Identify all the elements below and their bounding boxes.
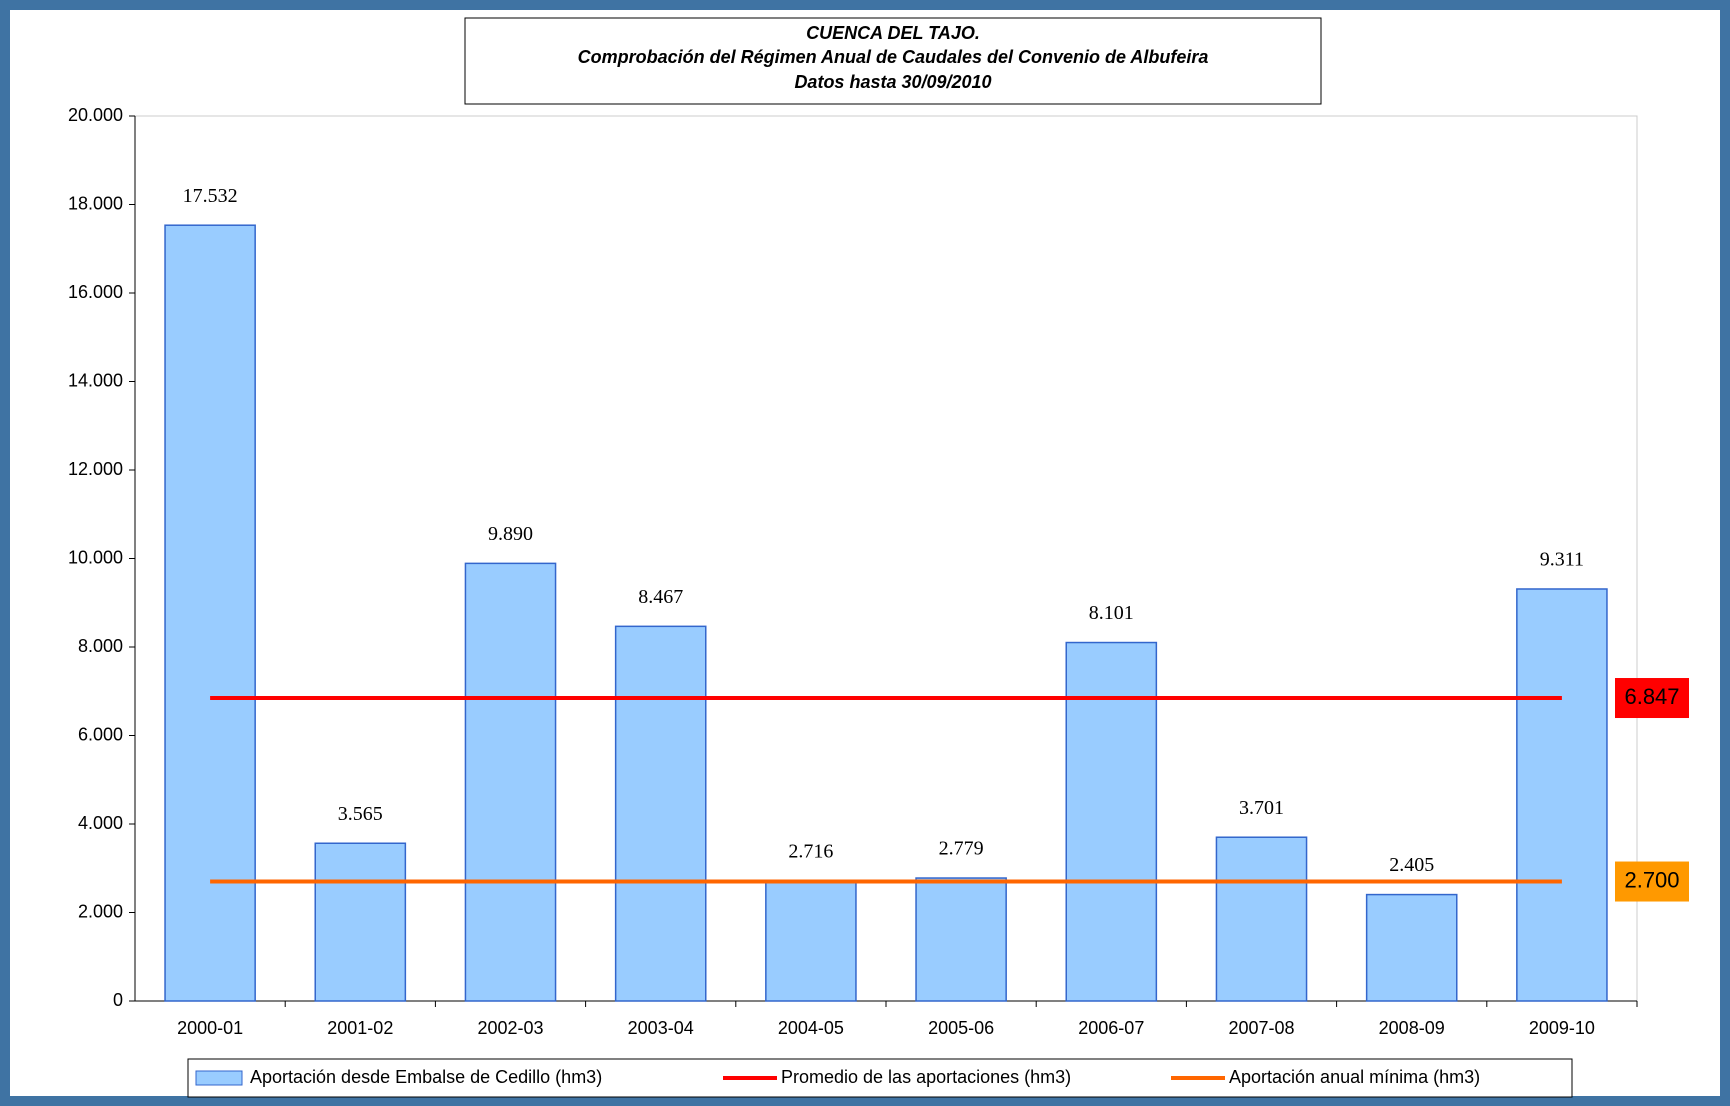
- data-label: 6.847: [1624, 684, 1679, 709]
- data-label: 17.532: [183, 185, 238, 207]
- data-label: 2.405: [1389, 854, 1434, 876]
- data-label: 9.890: [488, 523, 533, 545]
- x-tick-label: 2009-10: [1529, 1018, 1595, 1038]
- bar: [915, 877, 1007, 1002]
- chart-title: Comprobación del Régimen Anual de Caudal…: [578, 47, 1209, 67]
- x-tick-label: 2003-04: [628, 1018, 694, 1038]
- y-tick-label: 8.000: [78, 636, 123, 656]
- data-label: 3.701: [1239, 797, 1284, 819]
- x-tick-label: 2000-01: [177, 1018, 243, 1038]
- data-label-box: [1615, 678, 1689, 719]
- y-tick-label: 18.000: [68, 193, 123, 213]
- bar: [1516, 588, 1608, 1002]
- legend-label: Promedio de las aportaciones (hm3): [781, 1067, 1071, 1087]
- legend-label: Aportación anual mínima (hm3): [1229, 1067, 1480, 1087]
- chart-subtitle: Datos hasta 30/09/2010: [794, 72, 991, 92]
- x-tick-label: 2001-02: [327, 1018, 393, 1038]
- data-label: 2.779: [939, 838, 984, 860]
- y-tick-label: 10.000: [68, 547, 123, 567]
- title-box: [464, 17, 1322, 105]
- data-label: 3.565: [338, 803, 383, 825]
- x-tick-label: 2004-05: [778, 1018, 844, 1038]
- bar: [614, 625, 707, 1002]
- bar: [314, 842, 407, 1002]
- chart-title: CUENCA DEL TAJO.: [806, 23, 980, 43]
- x-tick-label: 2006-07: [1078, 1018, 1144, 1038]
- y-tick-label: 20.000: [68, 105, 123, 125]
- x-tick-label: 2007-08: [1228, 1018, 1294, 1038]
- y-tick-label: 6.000: [78, 724, 123, 744]
- legend-swatch: [195, 1070, 243, 1086]
- data-label: 8.101: [1089, 602, 1134, 624]
- data-label: 2.700: [1624, 867, 1679, 892]
- y-tick-label: 2.000: [78, 901, 123, 921]
- y-tick-label: 4.000: [78, 813, 123, 833]
- data-label: 2.716: [788, 840, 833, 862]
- x-tick-label: 2002-03: [477, 1018, 543, 1038]
- y-tick-label: 0: [113, 990, 123, 1010]
- bar: [1065, 641, 1158, 1002]
- data-label: 9.311: [1540, 549, 1584, 571]
- x-tick-label: 2008-09: [1379, 1018, 1445, 1038]
- bar: [1215, 836, 1308, 1002]
- data-label: 8.467: [638, 586, 683, 608]
- legend-label: Aportación desde Embalse de Cedillo (hm3…: [250, 1067, 602, 1087]
- bar: [1365, 893, 1458, 1002]
- legend: [187, 1058, 1573, 1098]
- y-tick-label: 12.000: [68, 459, 123, 479]
- x-tick-label: 2005-06: [928, 1018, 994, 1038]
- data-label-box: [1615, 861, 1689, 902]
- y-tick-label: 14.000: [68, 370, 123, 390]
- y-tick-label: 16.000: [68, 282, 123, 302]
- bar: [765, 880, 857, 1002]
- bar: [164, 224, 256, 1002]
- bar: [464, 562, 557, 1002]
